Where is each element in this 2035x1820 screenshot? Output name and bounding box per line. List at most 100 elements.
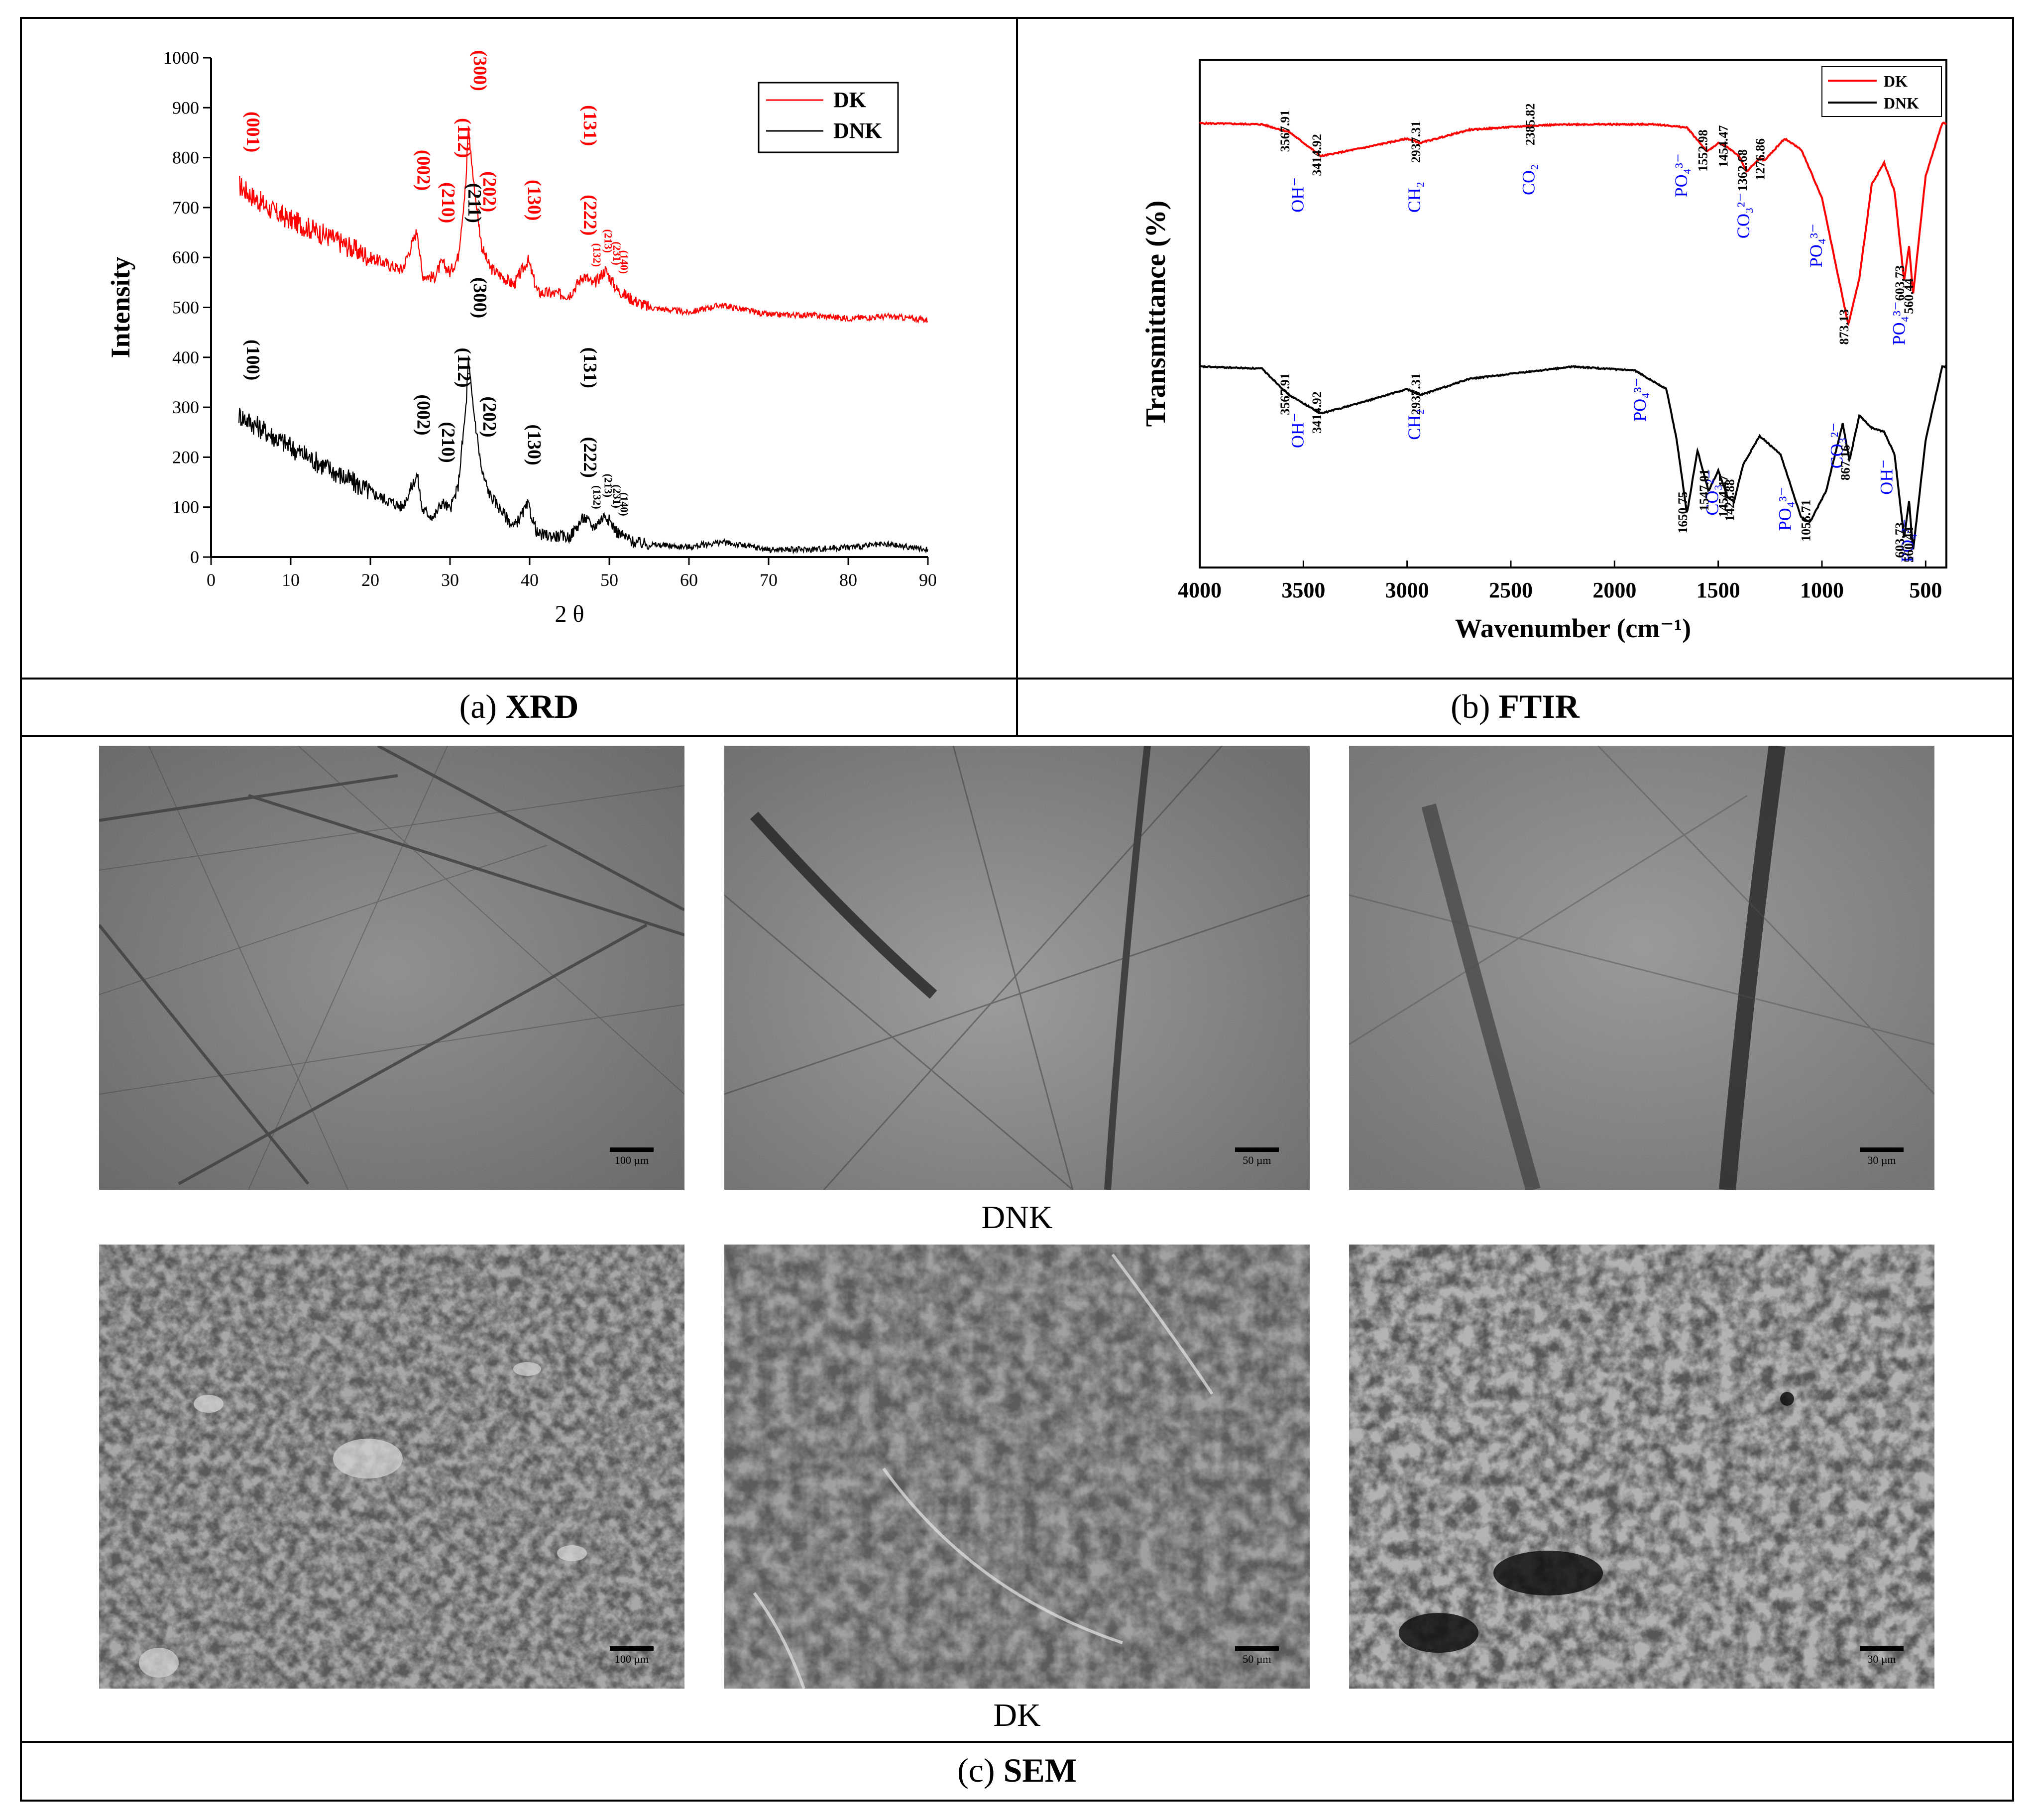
ftir-peak-value: 1650.75	[1676, 491, 1690, 534]
ftir-peak-value: 1362.68	[1735, 149, 1750, 192]
y-tick-label: 700	[172, 198, 199, 218]
y-tick-label: 100	[172, 497, 199, 517]
x-tick-label: 0	[207, 570, 216, 590]
ftir-peak-value: 3414.92	[1310, 134, 1324, 176]
ftir-group-label: CO₃²⁻	[1733, 193, 1753, 238]
ftir-group-label: PO₄³⁻	[1630, 378, 1650, 422]
scale-bar-line	[610, 1147, 654, 1152]
ftir-group-label: CO₃²⁻	[1827, 423, 1847, 468]
x-tick-label: 40	[521, 570, 539, 590]
x-tick-label: 3500	[1281, 578, 1325, 602]
x-tick-label: 80	[839, 570, 857, 590]
scale-bar-label: 30 µm	[1867, 1653, 1896, 1665]
ftir-plot-frame	[1199, 59, 1947, 569]
x-tick-label: 3000	[1385, 578, 1429, 602]
xrd-peak-label: (130)	[524, 180, 545, 221]
ftir-group-label: OH⁻	[1287, 177, 1307, 213]
sem-image-dk-100um: 100 µm	[99, 1245, 684, 1689]
x-tick-label: 90	[919, 570, 936, 590]
xrd-peak-label: (210)	[438, 422, 458, 463]
ftir-peak-value: 1423.88	[1722, 479, 1737, 522]
xrd-peak-label: (211)	[464, 183, 485, 223]
ftir-group-label: CH₂	[1404, 409, 1424, 440]
ftir-peak-value: 603.73	[1893, 522, 1907, 558]
scale-bar-label: 50 µm	[1243, 1653, 1271, 1665]
ftir-series-line-dk	[1199, 121, 1947, 327]
sem-image-dk-50um: 50 µm	[724, 1245, 1310, 1689]
x-tick-label: 4000	[1178, 578, 1222, 602]
xrd-peak-label: (100)	[242, 340, 263, 380]
x-tick-label: 2500	[1489, 578, 1533, 602]
xrd-peak-label: (132)	[591, 485, 603, 509]
xrd-peak-label: (131)	[579, 347, 600, 388]
ftir-peak-value: 603.73	[1893, 265, 1907, 301]
ftir-group-label: CO₃²⁻	[1702, 469, 1722, 515]
xrd-peak-label: (222)	[579, 195, 600, 235]
ftir-peak-value: 873.13	[1837, 309, 1851, 345]
sem-row-label-dnk: DNK	[981, 1199, 1053, 1236]
ftir-peak-value: 2385.82	[1523, 104, 1538, 146]
ftir-group-label: PO₄³⁻	[1775, 487, 1795, 531]
xrd-peak-label: (231)	[611, 241, 623, 265]
x-axis-label: 2 θ	[555, 601, 584, 627]
x-tick-label: 10	[282, 570, 300, 590]
x-tick-label: 70	[760, 570, 778, 590]
sem-image-dnk-30um: 30 µm	[1349, 746, 1934, 1190]
y-axis-label: Intensity	[106, 256, 135, 358]
scale-bar-line	[1235, 1147, 1279, 1152]
y-tick-label: 600	[172, 247, 199, 267]
scale-bar-label: 50 µm	[1243, 1154, 1271, 1166]
legend-box	[758, 82, 899, 153]
xrd-peak-label: (001)	[242, 112, 263, 152]
ftir-peak-value: 2937.31	[1409, 121, 1423, 163]
xrd-peak-label: (132)	[591, 243, 603, 267]
ftir-peak-value: 3414.92	[1310, 391, 1324, 434]
y-tick-label: 400	[172, 347, 199, 367]
scale-bar-line	[1860, 1147, 1904, 1152]
scale-bar-line	[1235, 1646, 1279, 1651]
xrd-peak-label: (213)	[602, 229, 614, 253]
scale-bar-label: 100 µm	[615, 1653, 649, 1665]
sem-caption: (c) SEM	[957, 1751, 1077, 1789]
scale-bar-label: 30 µm	[1867, 1154, 1896, 1166]
legend-box	[1821, 66, 1942, 117]
x-axis-label: Wavenumber (cm⁻¹)	[1455, 613, 1691, 643]
y-tick-label: 0	[190, 547, 199, 567]
xrd-peak-label: (130)	[524, 425, 545, 465]
y-tick-label: 200	[172, 447, 199, 467]
xrd-peak-label: (112)	[453, 347, 474, 387]
sem-caption-top-border	[20, 1741, 2014, 1743]
ftir-group-label: PO₄³⁻	[1671, 153, 1691, 197]
ftir-group-label: OH⁻	[1877, 459, 1897, 495]
sem-image-dnk-50um: 50 µm	[724, 746, 1310, 1190]
xrd-peak-label: (202)	[479, 171, 500, 212]
ftir-peak-value: 2937.31	[1409, 373, 1423, 415]
ftir-series-line-dnk	[1199, 364, 1947, 550]
xrd-peak-label: (210)	[438, 182, 458, 223]
x-tick-label: 2000	[1592, 578, 1636, 602]
xrd-chart: 0 100 200 300 400 500 600 700 800 900 1000 0 10 20 30 4…	[106, 48, 936, 627]
ftir-group-label: PO₄³⁻	[1897, 519, 1917, 563]
ftir-peak-value: 1454.47	[1716, 475, 1731, 517]
ftir-peak-value: 1276.86	[1753, 138, 1768, 181]
legend-label-dnk: DNK	[833, 118, 882, 143]
xrd-peak-label: (300)	[469, 50, 490, 91]
ftir-peak-value: 560.44	[1902, 278, 1916, 314]
xrd-peak-label: (231)	[611, 484, 623, 508]
sem-image-dnk-100um: 100 µm	[99, 746, 684, 1190]
y-tick-label: 300	[172, 397, 199, 417]
ftir-chart: 4000 3500 3000 2500 2000 1500 1000 500 Wavenumbe…	[1140, 59, 1947, 643]
xrd-caption: (a) XRD	[459, 687, 579, 725]
ftir-peak-value: 1454.47	[1716, 125, 1731, 168]
xrd-peak-label: (140)	[618, 492, 630, 516]
xrd-peak-label: (202)	[479, 396, 500, 437]
y-axis-label: Transmittance (%)	[1140, 201, 1171, 427]
xrd-peak-label: (002)	[413, 150, 434, 191]
x-tick-label: 60	[680, 570, 698, 590]
y-tick-label: 800	[172, 148, 199, 168]
ftir-group-label: OH⁻	[1287, 413, 1307, 448]
ftir-peak-value: 867.16	[1838, 445, 1852, 481]
legend-label-dk: DK	[1884, 72, 1908, 90]
sem-image-dk-30um: 30 µm	[1349, 1245, 1934, 1689]
xrd-peak-label: (300)	[469, 277, 490, 318]
